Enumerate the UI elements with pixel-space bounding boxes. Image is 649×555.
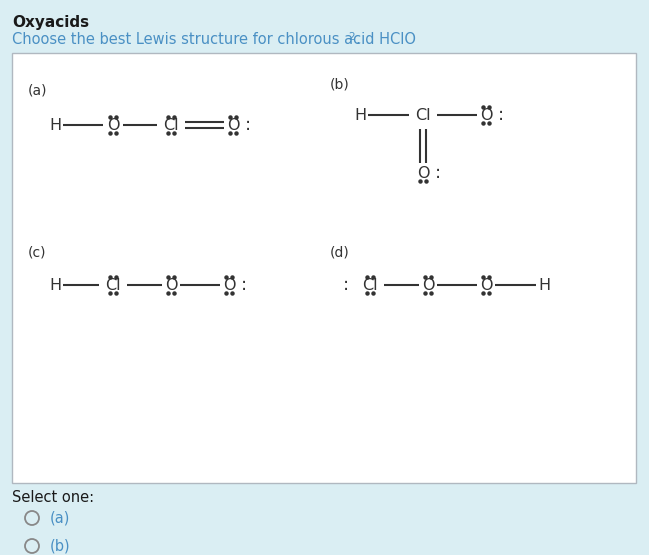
Text: H: H — [49, 278, 61, 292]
Text: (b): (b) — [330, 77, 350, 91]
Text: O: O — [480, 278, 492, 292]
Text: 2: 2 — [348, 32, 354, 42]
Text: Cl: Cl — [105, 278, 121, 292]
Text: O: O — [223, 278, 235, 292]
Text: .: . — [355, 32, 360, 47]
Text: Cl: Cl — [362, 278, 378, 292]
Text: Cl: Cl — [415, 108, 431, 123]
Text: O: O — [422, 278, 434, 292]
Text: :: : — [241, 276, 247, 294]
Text: H: H — [538, 278, 550, 292]
Text: O: O — [165, 278, 177, 292]
Text: H: H — [354, 108, 366, 123]
Text: Oxyacids: Oxyacids — [12, 15, 89, 30]
Text: :: : — [498, 106, 504, 124]
Text: Select one:: Select one: — [12, 490, 94, 505]
Text: (d): (d) — [330, 245, 350, 259]
Text: :: : — [245, 116, 251, 134]
Text: (b): (b) — [50, 538, 71, 553]
FancyBboxPatch shape — [12, 53, 636, 483]
Text: (a): (a) — [28, 83, 47, 97]
Text: :: : — [435, 164, 441, 182]
Text: O: O — [106, 118, 119, 133]
Text: Choose the best Lewis structure for chlorous acid HClO: Choose the best Lewis structure for chlo… — [12, 32, 416, 47]
Text: Cl: Cl — [163, 118, 179, 133]
Text: :: : — [343, 276, 349, 294]
Text: H: H — [49, 118, 61, 133]
Text: O: O — [417, 165, 429, 180]
Text: O: O — [480, 108, 492, 123]
Text: (c): (c) — [28, 245, 47, 259]
Text: (a): (a) — [50, 511, 70, 526]
Text: O: O — [227, 118, 239, 133]
